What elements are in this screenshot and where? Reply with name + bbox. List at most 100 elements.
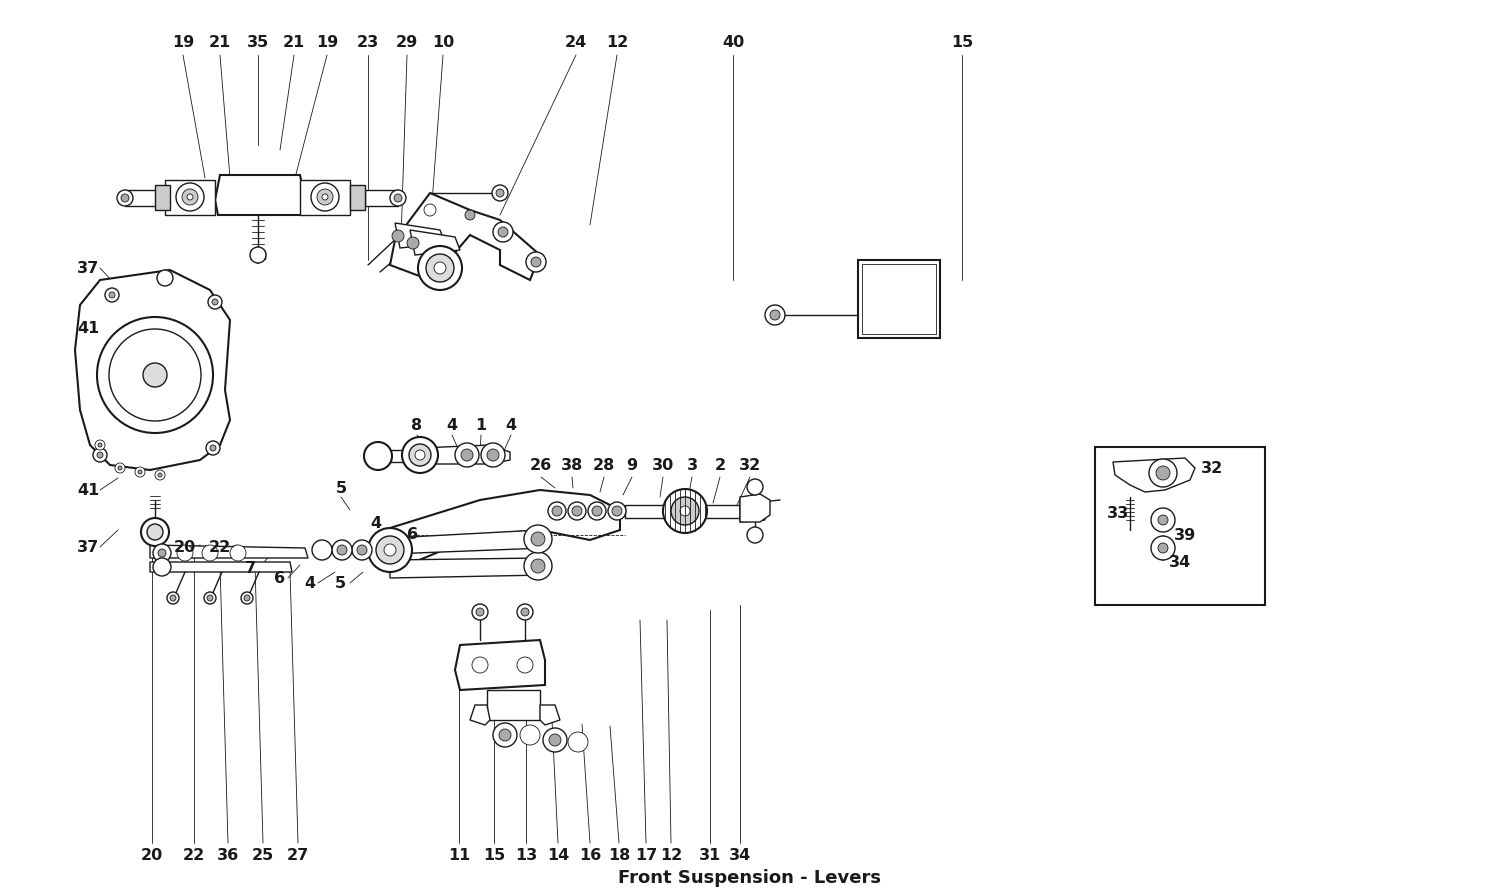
Circle shape (488, 449, 500, 461)
Polygon shape (454, 640, 544, 690)
Circle shape (612, 506, 622, 516)
Polygon shape (740, 500, 765, 522)
Polygon shape (300, 180, 350, 215)
Circle shape (531, 559, 544, 573)
Circle shape (202, 545, 217, 561)
Text: 12: 12 (660, 847, 682, 862)
Text: 7: 7 (244, 560, 255, 576)
Circle shape (524, 525, 552, 553)
Circle shape (416, 450, 424, 460)
Text: 19: 19 (172, 35, 194, 50)
Circle shape (188, 194, 194, 200)
Circle shape (142, 363, 166, 387)
Text: 32: 32 (740, 457, 760, 472)
Circle shape (548, 502, 566, 520)
Circle shape (518, 657, 532, 673)
Circle shape (520, 725, 540, 745)
Circle shape (116, 463, 124, 473)
Text: 40: 40 (722, 35, 744, 50)
Circle shape (322, 194, 328, 200)
Polygon shape (488, 690, 540, 720)
Polygon shape (75, 270, 230, 470)
Circle shape (364, 442, 392, 470)
Circle shape (206, 441, 220, 455)
Circle shape (765, 305, 784, 325)
Circle shape (1158, 543, 1168, 553)
Circle shape (352, 540, 372, 560)
Circle shape (170, 595, 176, 601)
Circle shape (1158, 515, 1168, 525)
Circle shape (242, 592, 254, 604)
Circle shape (1156, 466, 1170, 480)
Polygon shape (470, 705, 490, 725)
Circle shape (182, 189, 198, 205)
Text: 2: 2 (714, 457, 726, 472)
Circle shape (402, 437, 438, 473)
Circle shape (204, 592, 216, 604)
Polygon shape (390, 530, 544, 554)
Text: 41: 41 (76, 483, 99, 497)
Circle shape (465, 210, 476, 220)
Text: 34: 34 (1168, 554, 1191, 569)
Circle shape (147, 524, 164, 540)
Circle shape (568, 502, 586, 520)
Circle shape (494, 723, 517, 747)
Polygon shape (390, 490, 620, 572)
Polygon shape (390, 558, 544, 578)
Text: 23: 23 (357, 35, 380, 50)
Circle shape (1149, 459, 1178, 487)
Circle shape (210, 445, 216, 451)
Text: 32: 32 (1202, 461, 1222, 476)
Circle shape (747, 527, 764, 543)
Text: 5: 5 (336, 480, 346, 495)
Circle shape (472, 657, 488, 673)
Circle shape (332, 540, 352, 560)
Text: 6: 6 (274, 570, 285, 585)
Circle shape (592, 506, 602, 516)
Circle shape (154, 470, 165, 480)
Circle shape (496, 189, 504, 197)
Circle shape (500, 729, 512, 741)
Circle shape (518, 604, 532, 620)
Circle shape (98, 443, 102, 447)
Circle shape (122, 194, 129, 202)
Text: 22: 22 (209, 539, 231, 554)
Text: 9: 9 (627, 457, 638, 472)
Circle shape (549, 734, 561, 746)
Circle shape (376, 536, 404, 564)
Text: 41: 41 (76, 321, 99, 336)
Circle shape (770, 310, 780, 320)
Polygon shape (626, 505, 740, 518)
Circle shape (494, 222, 513, 242)
Text: 24: 24 (566, 35, 586, 50)
Text: 37: 37 (76, 260, 99, 275)
Bar (862, 264, 936, 334)
Text: 28: 28 (592, 457, 615, 472)
Circle shape (176, 183, 204, 211)
Circle shape (588, 502, 606, 520)
Circle shape (1150, 508, 1174, 532)
Circle shape (93, 448, 106, 462)
Circle shape (394, 194, 402, 202)
Circle shape (98, 452, 104, 458)
Text: 19: 19 (316, 35, 338, 50)
Circle shape (552, 506, 562, 516)
Circle shape (390, 190, 406, 206)
Text: Front Suspension - Levers: Front Suspension - Levers (618, 869, 882, 887)
Circle shape (98, 317, 213, 433)
Circle shape (392, 230, 404, 242)
Text: 39: 39 (1174, 527, 1196, 543)
Circle shape (406, 237, 418, 249)
Circle shape (166, 592, 178, 604)
Text: 20: 20 (141, 847, 164, 862)
Circle shape (177, 545, 194, 561)
Text: 13: 13 (514, 847, 537, 862)
Text: 35: 35 (248, 35, 268, 50)
Polygon shape (540, 705, 560, 725)
Polygon shape (124, 190, 158, 206)
Text: 5: 5 (334, 576, 345, 591)
Text: 38: 38 (561, 457, 584, 472)
Text: 21: 21 (209, 35, 231, 50)
Circle shape (312, 540, 332, 560)
Polygon shape (740, 494, 770, 522)
